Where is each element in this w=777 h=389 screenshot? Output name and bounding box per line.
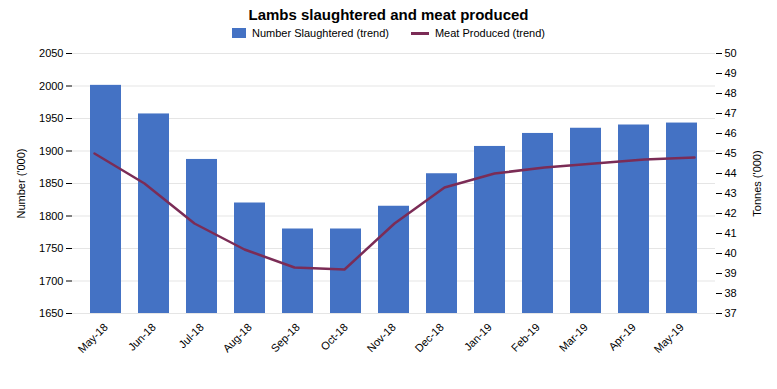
svg-text:Nov-18: Nov-18 [364, 321, 398, 355]
svg-text:Dec-18: Dec-18 [412, 321, 446, 355]
svg-text:2050: 2050 [39, 47, 63, 59]
svg-text:37: 37 [725, 307, 737, 319]
svg-text:Number ('000): Number ('000) [15, 149, 27, 219]
svg-text:Sep-18: Sep-18 [268, 321, 302, 355]
svg-text:50: 50 [725, 47, 737, 59]
html-text:Number Slaughtered (trend): Number Slaughtered (trend) [252, 27, 389, 39]
svg-text:45: 45 [725, 147, 737, 159]
svg-text:39: 39 [725, 267, 737, 279]
svg-text:1700: 1700 [39, 275, 63, 287]
svg-text:42: 42 [725, 207, 737, 219]
html-text:Lambs slaughtered and meat pro: Lambs slaughtered and meat produced [248, 6, 529, 23]
svg-text:1800: 1800 [39, 210, 63, 222]
svg-text:Apr-19: Apr-19 [606, 321, 638, 353]
svg-text:Aug-18: Aug-18 [220, 321, 254, 355]
svg-text:2000: 2000 [39, 80, 63, 92]
svg-text:1850: 1850 [39, 177, 63, 189]
svg-text:38: 38 [725, 287, 737, 299]
svg-text:Jul-18: Jul-18 [176, 321, 206, 351]
svg-text:43: 43 [725, 187, 737, 199]
svg-text:Feb-19: Feb-19 [509, 321, 542, 354]
svg-text:Oct-18: Oct-18 [318, 321, 350, 353]
svg-text:May-19: May-19 [651, 321, 685, 355]
svg-text:44: 44 [725, 167, 737, 179]
svg-text:46: 46 [725, 127, 737, 139]
svg-text:Tonnes ('000): Tonnes ('000) [751, 150, 763, 216]
svg-text:Mar-19: Mar-19 [557, 321, 590, 354]
svg-text:1900: 1900 [39, 145, 63, 157]
svg-text:1750: 1750 [39, 242, 63, 254]
svg-text:49: 49 [725, 67, 737, 79]
svg-text:Jun-18: Jun-18 [126, 321, 158, 353]
svg-text:Jan-19: Jan-19 [462, 321, 494, 353]
svg-text:May-18: May-18 [75, 321, 109, 355]
svg-text:1950: 1950 [39, 112, 63, 124]
svg-text:47: 47 [725, 107, 737, 119]
svg-text:40: 40 [725, 247, 737, 259]
svg-text:1650: 1650 [39, 307, 63, 319]
svg-text:41: 41 [725, 227, 737, 239]
svg-text:48: 48 [725, 87, 737, 99]
html-text:Meat Produced (trend): Meat Produced (trend) [435, 27, 545, 39]
